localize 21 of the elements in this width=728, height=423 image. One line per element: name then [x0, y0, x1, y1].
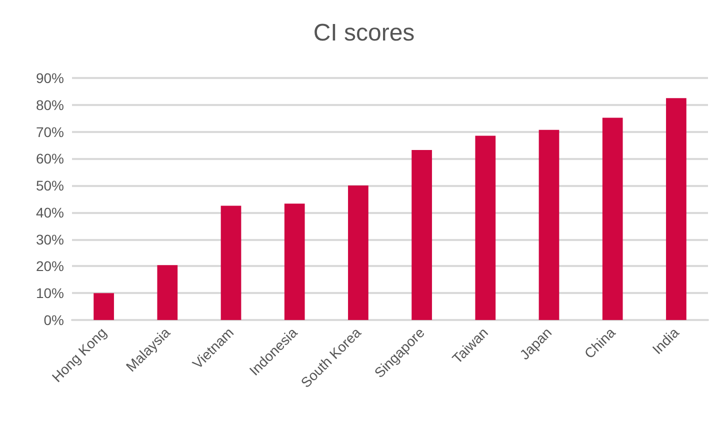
y-tick-label: 90% — [36, 70, 64, 86]
bar — [284, 204, 305, 320]
y-tick-label: 0% — [44, 312, 64, 328]
bar — [220, 206, 242, 320]
y-tick-label: 70% — [36, 124, 64, 140]
bar — [475, 136, 496, 320]
y-tick-label: 10% — [36, 285, 64, 302]
bar — [412, 150, 432, 320]
bar — [157, 265, 178, 320]
bar — [348, 186, 368, 320]
y-tick-label: 80% — [36, 96, 64, 113]
y-tick-label: 40% — [36, 204, 64, 220]
y-tick-label: 50% — [36, 178, 64, 194]
bar — [666, 98, 686, 320]
chart-title: CI scores — [313, 20, 415, 46]
y-tick-label: 20% — [36, 258, 64, 274]
y-tick-label: 60% — [36, 150, 64, 167]
y-tick-label: 30% — [36, 231, 64, 248]
bar — [538, 130, 560, 320]
bar — [94, 293, 114, 320]
bar — [602, 118, 623, 320]
